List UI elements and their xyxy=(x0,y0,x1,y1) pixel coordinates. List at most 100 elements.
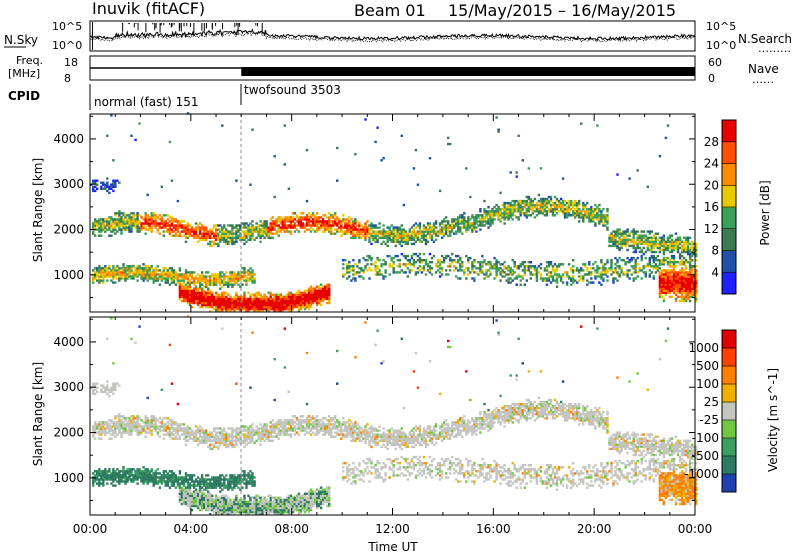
power-cell xyxy=(315,226,319,229)
velocity-cell xyxy=(162,437,165,440)
power-cell xyxy=(648,232,651,235)
nave-tick-top: 60 xyxy=(708,56,722,69)
power-cell xyxy=(255,228,258,231)
velocity-cell xyxy=(136,419,139,422)
power-cell xyxy=(384,242,387,246)
power-cell xyxy=(392,228,395,231)
power-cell xyxy=(162,222,165,225)
power-cell xyxy=(188,283,192,286)
velocity-cell xyxy=(130,478,133,481)
power-cell xyxy=(682,291,686,294)
power-cell xyxy=(200,293,204,296)
power-cell xyxy=(221,238,224,241)
power-cell xyxy=(178,220,182,223)
power-cell xyxy=(158,218,161,221)
power-cell xyxy=(132,224,135,227)
power-cell xyxy=(691,269,694,272)
velocity-cell xyxy=(114,470,117,473)
power-cell xyxy=(259,236,262,239)
power-cell xyxy=(382,228,385,231)
power-cell xyxy=(196,228,200,231)
power-cell xyxy=(467,220,470,223)
power-cell xyxy=(674,240,678,243)
power-cell xyxy=(570,214,573,217)
power-cell xyxy=(168,267,172,270)
velocity-cell xyxy=(128,472,131,475)
power-cell xyxy=(338,222,341,225)
power-cell xyxy=(444,254,448,258)
power-cell xyxy=(388,236,391,239)
power-cell xyxy=(662,250,666,254)
power-cell xyxy=(251,297,254,301)
power-cell xyxy=(477,267,480,270)
power-cell xyxy=(638,242,641,246)
power-cell xyxy=(150,216,153,219)
power-cell xyxy=(531,208,534,211)
power-cell xyxy=(682,273,686,276)
power-cell xyxy=(602,222,605,225)
power-cell xyxy=(144,265,147,268)
power-cell xyxy=(247,279,250,282)
power-cell xyxy=(207,230,210,233)
power-cell xyxy=(489,216,492,219)
power-cell xyxy=(142,273,145,276)
power-cell xyxy=(321,291,325,294)
velocity-cell xyxy=(120,470,123,473)
velocity-cell xyxy=(110,425,113,428)
velocity-cell xyxy=(94,474,97,477)
power-cell xyxy=(559,203,563,207)
power-cell xyxy=(178,283,182,286)
velocity-cell xyxy=(120,435,123,438)
power-cell xyxy=(221,230,224,233)
power-cell xyxy=(140,271,143,274)
power-cell xyxy=(418,252,422,256)
noise-right-tick-bottom: 10^0 xyxy=(706,39,736,52)
power-cell xyxy=(392,232,395,235)
power-cell xyxy=(654,259,658,262)
power-cell xyxy=(289,305,293,309)
power-cell xyxy=(120,271,123,274)
power-cell xyxy=(110,273,113,276)
power-cell xyxy=(186,289,190,292)
power-cell xyxy=(513,199,516,203)
power-cell xyxy=(263,307,266,311)
power-cell xyxy=(438,261,442,264)
power-cell xyxy=(144,273,147,276)
power-cell xyxy=(120,267,123,270)
power-cell xyxy=(126,265,129,268)
velocity-cell xyxy=(162,478,165,481)
power-cell xyxy=(610,236,613,239)
power-cell xyxy=(402,240,405,243)
power-cell xyxy=(194,230,198,233)
power-cell xyxy=(666,281,670,284)
power-cell xyxy=(529,271,532,274)
power-cell xyxy=(281,307,284,311)
power-cell xyxy=(243,222,246,225)
power-cell xyxy=(688,295,692,299)
power-cell xyxy=(342,220,345,223)
velocity-cell xyxy=(142,427,145,430)
power-cell xyxy=(251,236,254,239)
power-cell xyxy=(634,277,637,280)
power-cell xyxy=(620,234,623,237)
power-cell xyxy=(138,122,141,125)
power-cell xyxy=(519,208,522,211)
velocity-cell xyxy=(94,480,97,483)
velocity-cell xyxy=(92,482,95,485)
power-cell xyxy=(487,218,490,221)
power-cell xyxy=(596,271,599,274)
power-cell xyxy=(402,254,405,258)
power-cell xyxy=(648,261,651,264)
power-cell xyxy=(632,228,635,231)
power-cell xyxy=(463,216,466,219)
power-cell xyxy=(473,279,476,282)
power-cell xyxy=(245,275,248,278)
power-cell xyxy=(572,212,575,215)
power-cell xyxy=(215,283,218,286)
power-cell xyxy=(172,218,176,221)
power-cell xyxy=(209,293,212,296)
power-cell xyxy=(422,238,426,241)
velocity-cell xyxy=(120,476,123,479)
power-cell xyxy=(233,283,236,286)
power-cell xyxy=(668,234,672,237)
